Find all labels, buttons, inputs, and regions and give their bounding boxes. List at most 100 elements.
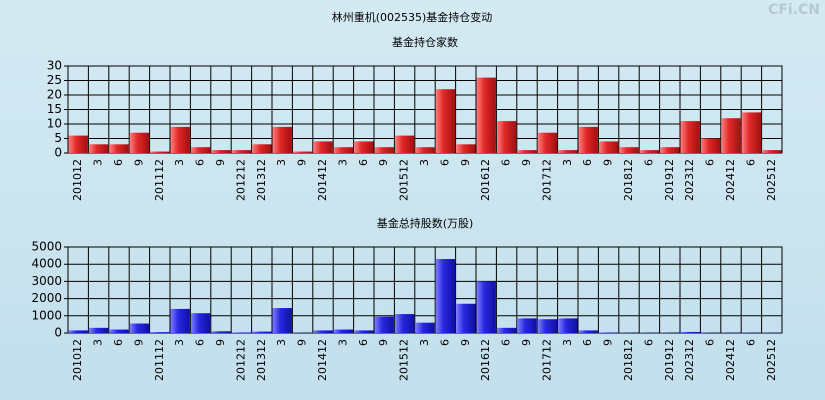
x-tick-label: 201412 [316, 159, 329, 201]
x-tick-label: 6 [194, 339, 207, 346]
bar [456, 144, 476, 153]
x-tick-label: 202412 [724, 339, 737, 381]
x-tick-label: 201312 [255, 339, 268, 381]
x-tick-label: 9 [132, 159, 145, 166]
bar [721, 118, 741, 153]
x-tick-label: 6 [744, 339, 757, 346]
bar [415, 322, 435, 333]
bar [190, 313, 211, 333]
x-tick-label: 3 [561, 339, 574, 346]
bar [598, 141, 619, 153]
x-tick-label: 9 [377, 339, 390, 346]
bar [252, 144, 272, 153]
x-tick-label: 9 [296, 159, 309, 166]
bar [558, 318, 578, 333]
bar [639, 150, 660, 153]
bar [578, 330, 598, 333]
bar [109, 329, 129, 333]
x-tick-label: 9 [602, 339, 615, 346]
bar [333, 147, 354, 153]
x-tick-label: 6 [194, 159, 207, 166]
y-tick-label: 20 [47, 88, 62, 102]
bar [211, 150, 231, 153]
bar [394, 135, 415, 153]
bar [435, 89, 456, 153]
x-tick-label: 6 [500, 159, 513, 166]
bar [700, 138, 721, 153]
x-tick-label: 201712 [540, 339, 553, 381]
y-tick-label: 5000 [31, 240, 62, 254]
y-tick-label: 5 [54, 131, 62, 145]
bar [394, 314, 415, 333]
bar [354, 330, 374, 333]
y-tick-label: 0 [54, 146, 62, 160]
x-tick-label: 201612 [479, 159, 492, 201]
bar [374, 147, 394, 153]
bar [170, 308, 190, 333]
x-tick-label: 3 [418, 339, 431, 346]
bar [537, 132, 558, 153]
x-tick-label: 9 [214, 339, 227, 346]
bar [354, 141, 374, 153]
bar [476, 281, 496, 333]
x-tick-label: 9 [602, 159, 615, 166]
x-tick-label: 3 [336, 339, 349, 346]
bar [272, 126, 292, 153]
x-tick-label: 6 [642, 339, 655, 346]
y-tick-label: 10 [47, 117, 62, 131]
bar [537, 319, 558, 333]
x-tick-label: 3 [92, 339, 105, 346]
watermark: CFi.CN [768, 2, 820, 18]
bar [231, 332, 252, 333]
x-tick-label: 6 [581, 159, 594, 166]
bar [619, 147, 639, 153]
x-tick-label: 6 [704, 339, 717, 346]
x-tick-label: 3 [275, 339, 288, 346]
x-tick-label: 3 [92, 159, 105, 166]
x-tick-label: 3 [173, 159, 186, 166]
bar [190, 147, 211, 153]
x-tick-label: 201812 [622, 339, 635, 381]
bar [476, 77, 496, 153]
x-tick-label: 201212 [234, 339, 247, 381]
x-tick-label: 9 [214, 159, 227, 166]
x-tick-label: 9 [132, 339, 145, 346]
bar [88, 144, 109, 153]
bar [252, 331, 272, 333]
x-tick-label: 202512 [765, 159, 778, 201]
bar [680, 121, 700, 153]
bar [578, 126, 598, 153]
y-tick-label: 30 [47, 59, 62, 73]
x-tick-label: 3 [173, 339, 186, 346]
bar [129, 323, 150, 333]
bar [762, 150, 782, 153]
x-tick-label: 201912 [663, 339, 676, 381]
x-tick-label: 9 [459, 159, 472, 166]
bar [68, 135, 88, 153]
x-tick-label: 201012 [71, 159, 84, 201]
x-tick-label: 6 [704, 159, 717, 166]
bar [517, 318, 537, 333]
y-tick-label: 2000 [31, 291, 62, 305]
bar [272, 308, 292, 333]
x-tick-label: 9 [520, 339, 533, 346]
x-tick-label: 3 [418, 159, 431, 166]
bar [496, 121, 517, 153]
x-tick-label: 6 [112, 159, 125, 166]
x-tick-label: 6 [357, 159, 370, 166]
bar [150, 332, 170, 333]
y-tick-label: 25 [47, 73, 62, 87]
bar [313, 141, 333, 153]
x-tick-label: 201312 [255, 159, 268, 201]
x-tick-label: 6 [438, 159, 451, 166]
bar [517, 150, 537, 153]
x-tick-label: 3 [561, 159, 574, 166]
x-tick-label: 201212 [234, 159, 247, 201]
x-tick-label: 6 [500, 339, 513, 346]
x-tick-label: 201412 [316, 339, 329, 381]
x-tick-label: 202512 [765, 339, 778, 381]
x-tick-label: 6 [642, 159, 655, 166]
x-tick-label: 9 [296, 339, 309, 346]
x-tick-label: 6 [581, 339, 594, 346]
x-tick-label: 6 [438, 339, 451, 346]
